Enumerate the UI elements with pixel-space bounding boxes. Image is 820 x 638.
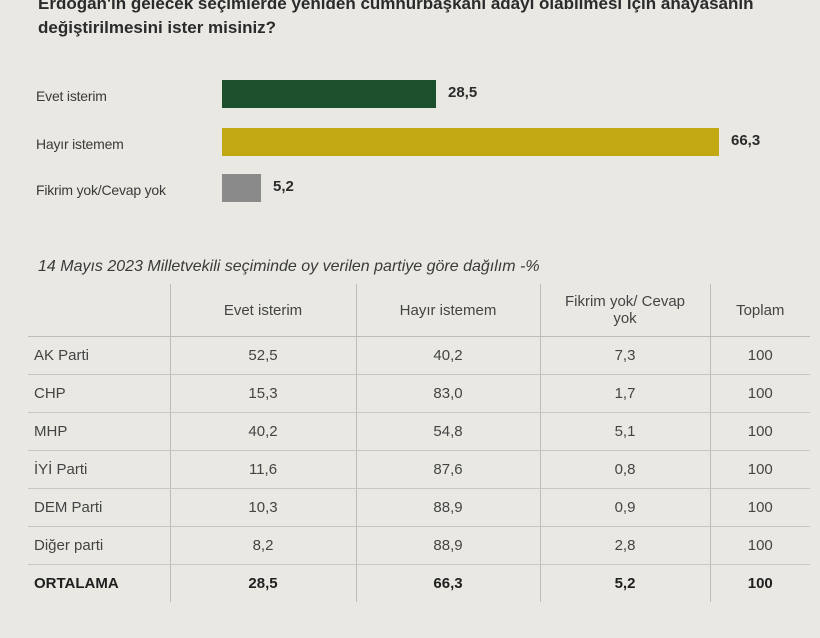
column-header (28, 284, 170, 337)
table-cell: 15,3 (169, 374, 356, 413)
table-cell: 100 (709, 374, 810, 413)
table-cell: 88,9 (355, 526, 540, 565)
party-name-cell: İYİ Parti (28, 450, 170, 489)
bar-value-label: 28,5 (448, 84, 478, 101)
bar-category-label: Evet isterim (36, 88, 107, 104)
table-cell: 66,3 (355, 564, 540, 602)
average-row: ORTALAMA 28,5 66,3 5,2 100 (28, 564, 810, 602)
table-row: İYİ Parti 11,6 87,6 0,8 100 (28, 450, 810, 489)
table-cell: 5,1 (539, 412, 710, 451)
table-cell: 100 (709, 488, 810, 527)
bar-category-label: Fikrim yok/Cevap yok (36, 182, 166, 198)
table-row: AK Parti 52,5 40,2 7,3 100 (28, 336, 810, 375)
bar-value-label: 5,2 (273, 178, 294, 195)
table-cell: 0,9 (539, 488, 710, 527)
party-name-cell: DEM Parti (28, 488, 170, 527)
party-distribution-table: Evet isterim Hayır istemem Fikrim yok/ C… (28, 284, 810, 602)
table-cell: 2,8 (539, 526, 710, 565)
table-row: MHP 40,2 54,8 5,1 100 (28, 412, 810, 451)
table-cell: 0,8 (539, 450, 710, 489)
column-header: Fikrim yok/ Cevap yok (539, 284, 710, 337)
table-cell: 7,3 (539, 336, 710, 375)
bar-value-label: 66,3 (731, 132, 761, 149)
table-cell: 8,2 (169, 526, 356, 565)
column-header: Evet isterim (169, 284, 356, 337)
table-row: DEM Parti 10,3 88,9 0,9 100 (28, 488, 810, 527)
table-cell: 100 (709, 336, 810, 375)
table-cell: 5,2 (539, 564, 710, 602)
table-cell: 100 (709, 564, 810, 602)
table-row: Diğer parti 8,2 88,9 2,8 100 (28, 526, 810, 565)
bar (222, 128, 719, 156)
party-name-cell: AK Parti (28, 336, 170, 375)
bar-category-label: Hayır istemem (36, 136, 124, 152)
table-cell: 40,2 (169, 412, 356, 451)
table-cell: 11,6 (169, 450, 356, 489)
bar-row: Fikrim yok/Cevap yok 5,2 (0, 174, 820, 208)
party-name-cell: CHP (28, 374, 170, 413)
column-header: Hayır istemem (355, 284, 540, 337)
bar-row: Hayır istemem 66,3 (0, 128, 820, 162)
table-title: 14 Mayıs 2023 Milletvekili seçiminde oy … (38, 258, 540, 275)
party-name-cell: ORTALAMA (34, 575, 119, 592)
bar-row: Evet isterim 28,5 (0, 80, 820, 114)
question-title: Erdoğan'ın gelecek seçimlerde yeniden cu… (38, 0, 754, 37)
bar (222, 80, 436, 108)
table-cell: 40,2 (355, 336, 540, 375)
bar (222, 174, 261, 202)
table-cell: 87,6 (355, 450, 540, 489)
table-cell: 10,3 (169, 488, 356, 527)
party-name-cell: Diğer parti (28, 526, 170, 565)
party-name-cell: MHP (28, 412, 170, 451)
table-cell: 100 (709, 450, 810, 489)
table-cell: 100 (709, 412, 810, 451)
table-cell: 100 (709, 526, 810, 565)
table-row: CHP 15,3 83,0 1,7 100 (28, 374, 810, 413)
table-cell: 88,9 (355, 488, 540, 527)
table-cell: 1,7 (539, 374, 710, 413)
column-header: Toplam (709, 284, 810, 337)
table-header-row: Evet isterim Hayır istemem Fikrim yok/ C… (28, 284, 810, 337)
table-cell: 28,5 (169, 564, 356, 602)
table-cell: 83,0 (355, 374, 540, 413)
table-cell: 52,5 (169, 336, 356, 375)
table-cell: 54,8 (355, 412, 540, 451)
